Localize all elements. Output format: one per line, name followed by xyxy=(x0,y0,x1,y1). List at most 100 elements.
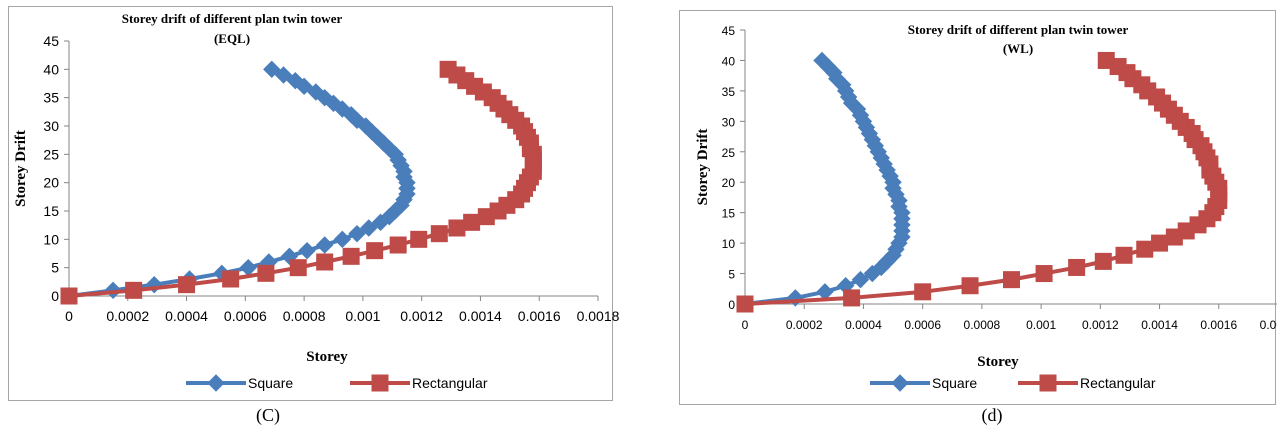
x-tick-label: 0.0016 xyxy=(518,308,561,324)
data-point xyxy=(851,270,870,289)
data-point xyxy=(316,253,334,271)
x-axis-title: Storey xyxy=(306,349,348,365)
x-tick-label: 0.0012 xyxy=(400,308,443,324)
data-point xyxy=(1035,265,1053,283)
x-tick-label: 0.0006 xyxy=(224,308,267,324)
y-tick-label: 20 xyxy=(43,175,59,191)
data-point xyxy=(813,51,831,70)
chart-subtitle: (WL) xyxy=(1003,41,1033,56)
chart-wl: 0 5 10 15 20 25 30 35 40 45 0 0.0002 0.0004 0.0006 0.0… xyxy=(679,10,1277,405)
data-point xyxy=(289,259,307,277)
data-point xyxy=(1151,234,1169,252)
x-tick-label: 0 xyxy=(65,308,73,324)
legend-label: Rectangular xyxy=(412,375,488,391)
x-tick-label: 0.0008 xyxy=(964,318,1001,332)
data-point xyxy=(298,241,316,260)
x-tick-label: 0.0016 xyxy=(1200,318,1237,332)
data-point xyxy=(1094,252,1112,270)
y-tick-label: 30 xyxy=(722,115,736,129)
data-point xyxy=(430,225,448,243)
chart-subtitle: (EQL) xyxy=(214,31,250,46)
chart-title: Storey drift of different plan twin towe… xyxy=(122,11,343,26)
x-tick-label: 0.0006 xyxy=(904,318,941,332)
data-point xyxy=(274,66,293,84)
data-point xyxy=(1097,51,1115,69)
legend-entry-square: Square xyxy=(870,374,977,392)
y-tick-label: 25 xyxy=(43,146,59,162)
legend-entry-square: Square xyxy=(186,374,293,392)
y-tick-label: 5 xyxy=(728,268,735,282)
chart-panel-eql: 0 5 10 15 20 25 30 35 40 45 0 0.0002 0.0004 0.0006 0.0… xyxy=(0,0,620,433)
series-square xyxy=(736,51,911,313)
y-tick-label: 0 xyxy=(51,288,59,304)
x-tick-label: 0.0018 xyxy=(1260,318,1277,332)
legend-label: Rectangular xyxy=(1080,375,1156,391)
series-square xyxy=(60,60,416,305)
y-tick-label: 10 xyxy=(722,237,736,251)
data-point xyxy=(410,230,428,248)
data-point xyxy=(439,60,457,78)
y-tick-label: 25 xyxy=(722,146,736,160)
legend-marker xyxy=(207,374,225,392)
legend-entry-rectangular: Rectangular xyxy=(1018,374,1156,392)
x-tick-label: 0.0014 xyxy=(1141,318,1178,332)
y-tick-label: 10 xyxy=(43,231,59,247)
legend-label: Square xyxy=(248,375,293,391)
series-rectangular xyxy=(736,51,1228,313)
y-tick-label: 20 xyxy=(722,176,736,190)
x-tick-label: 0.0018 xyxy=(577,308,620,324)
y-tick-label: 30 xyxy=(43,118,59,134)
x-axis-title: Storey xyxy=(977,354,1019,370)
data-point xyxy=(307,83,325,101)
data-point xyxy=(961,277,979,295)
legend-marker xyxy=(1039,374,1057,392)
data-point xyxy=(342,247,360,265)
data-point xyxy=(736,295,754,313)
data-point xyxy=(315,236,334,254)
data-point xyxy=(257,264,275,282)
data-point xyxy=(389,236,407,254)
x-tick-label: 0.0004 xyxy=(165,308,208,324)
data-point xyxy=(222,270,240,288)
y-tick-label: 45 xyxy=(722,24,736,38)
y-tick-label: 0 xyxy=(728,298,735,312)
y-axis-title: Storey Drift xyxy=(695,129,711,206)
y-tick-label: 35 xyxy=(722,85,736,99)
data-point xyxy=(348,224,366,243)
data-point xyxy=(360,219,378,237)
data-point xyxy=(333,230,352,249)
data-point xyxy=(843,289,861,307)
data-point xyxy=(60,287,78,305)
data-point xyxy=(178,276,196,294)
legend-entry-rectangular: Rectangular xyxy=(350,374,488,392)
x-tick-label: 0.0014 xyxy=(459,308,502,324)
data-point xyxy=(366,242,384,260)
data-point xyxy=(1136,240,1154,258)
chart-border xyxy=(679,10,1276,405)
y-tick-label: 40 xyxy=(43,61,59,77)
x-tick-label: 0.0012 xyxy=(1082,318,1119,332)
chart-border xyxy=(8,6,613,401)
data-point xyxy=(914,283,932,301)
legend-marker xyxy=(371,374,389,392)
series-rectangular xyxy=(60,60,542,305)
x-tick-label: 0.001 xyxy=(345,308,380,324)
chart-panel-wl: 0 5 10 15 20 25 30 35 40 45 0 0.0002 0.0004 0.0006 0.0… xyxy=(640,0,1277,433)
figure-caption-c: (C) xyxy=(256,405,280,425)
x-tick-label: 0 xyxy=(742,318,749,332)
data-point xyxy=(286,71,305,90)
data-point xyxy=(1115,246,1133,264)
x-tick-label: 0.0004 xyxy=(845,318,882,332)
legend-marker xyxy=(891,374,909,392)
y-axis-title: Storey Drift xyxy=(13,130,29,207)
x-tick-label: 0.0008 xyxy=(283,308,326,324)
y-tick-label: 5 xyxy=(51,260,59,276)
y-tick-label: 40 xyxy=(722,54,736,68)
y-tick-label: 15 xyxy=(43,203,59,219)
legend-label: Square xyxy=(932,375,977,391)
y-tick-label: 15 xyxy=(722,207,736,221)
data-point xyxy=(448,219,466,237)
y-tick-label: 45 xyxy=(43,33,59,49)
data-point xyxy=(1068,258,1086,276)
y-tick-label: 35 xyxy=(43,90,59,106)
